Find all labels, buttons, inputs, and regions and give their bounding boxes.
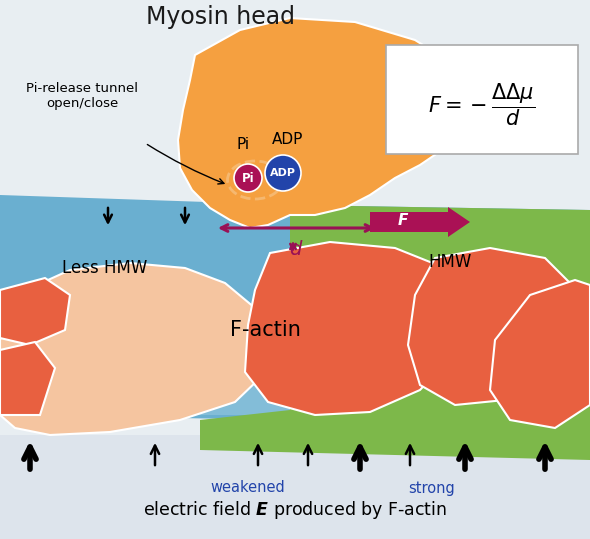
Polygon shape bbox=[0, 263, 268, 435]
Text: ADP: ADP bbox=[273, 132, 304, 147]
Polygon shape bbox=[490, 280, 590, 428]
Circle shape bbox=[265, 155, 301, 191]
Text: $\boldsymbol{F}$: $\boldsymbol{F}$ bbox=[397, 212, 409, 228]
Text: Less HMW: Less HMW bbox=[63, 259, 148, 277]
Polygon shape bbox=[200, 205, 590, 460]
FancyArrow shape bbox=[370, 207, 470, 237]
FancyBboxPatch shape bbox=[386, 45, 578, 154]
Polygon shape bbox=[0, 195, 590, 420]
Text: weakened: weakened bbox=[211, 480, 286, 495]
Text: $F = -\dfrac{\Delta\Delta\mu}{d}$: $F = -\dfrac{\Delta\Delta\mu}{d}$ bbox=[428, 82, 536, 128]
Text: $d$: $d$ bbox=[289, 240, 303, 259]
Polygon shape bbox=[0, 342, 55, 415]
Polygon shape bbox=[0, 278, 70, 345]
Polygon shape bbox=[408, 248, 575, 405]
Text: ADP: ADP bbox=[270, 168, 296, 178]
Text: HMW: HMW bbox=[428, 253, 471, 271]
Bar bbox=[0, 435, 590, 539]
Text: Pi-release tunnel
open/close: Pi-release tunnel open/close bbox=[26, 82, 138, 110]
Text: electric field $\boldsymbol{E}$ produced by F-actin: electric field $\boldsymbol{E}$ produced… bbox=[143, 499, 447, 521]
Text: strong: strong bbox=[409, 480, 455, 495]
Text: F-actin: F-actin bbox=[230, 320, 300, 340]
Text: Pi: Pi bbox=[242, 171, 254, 184]
Polygon shape bbox=[178, 18, 470, 228]
Polygon shape bbox=[248, 310, 355, 405]
Polygon shape bbox=[245, 242, 465, 415]
Text: Pi: Pi bbox=[237, 137, 250, 152]
Circle shape bbox=[234, 164, 262, 192]
Text: Myosin head: Myosin head bbox=[146, 5, 294, 29]
Polygon shape bbox=[0, 370, 590, 415]
